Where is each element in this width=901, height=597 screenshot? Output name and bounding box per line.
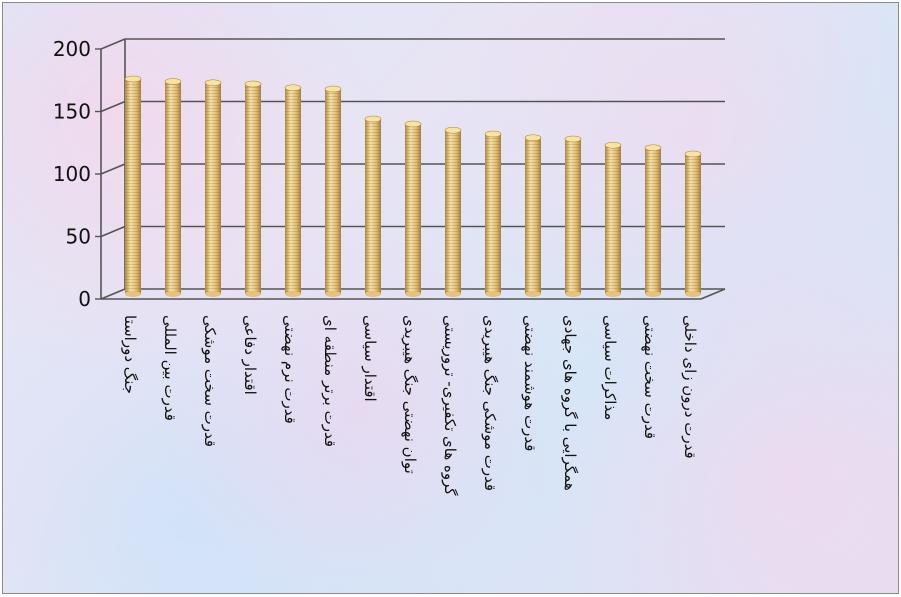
x-tick-label: جنگ دوراستا	[121, 315, 139, 394]
x-tick-label: قدرت درون زای داخلی	[681, 315, 699, 459]
y-axis: 0 50 100 150 200	[53, 37, 726, 311]
gridline-depth	[100, 225, 126, 238]
bar-top	[284, 84, 302, 92]
gridline-depth	[100, 38, 126, 50]
x-tick-label: مذاکرات سیاسی	[601, 315, 619, 420]
bars	[124, 75, 702, 297]
bar-texture	[165, 81, 181, 294]
bar-top	[324, 85, 342, 93]
gridline-depth	[100, 288, 126, 300]
bar-texture	[365, 119, 381, 294]
y-tick-label: 100	[53, 162, 91, 186]
bar-top	[484, 130, 502, 138]
bar	[684, 150, 702, 297]
bar-base	[605, 291, 621, 297]
bar-base	[285, 291, 301, 297]
bar	[604, 141, 622, 297]
x-tick-label: قدرت نرم نهضتی	[281, 315, 299, 424]
bar-texture	[245, 84, 261, 294]
bar	[124, 75, 142, 297]
bar-base	[325, 291, 341, 297]
bar-top	[164, 78, 182, 85]
x-tick-label: قدرت برتر منطقه ای	[321, 315, 339, 447]
bar-top	[604, 141, 622, 149]
x-tick-label: اقتدار سیاسی	[361, 315, 379, 402]
y-tick-label: 50	[66, 225, 91, 249]
x-tick-label: همگرایی با گروه های جهادی	[561, 315, 579, 491]
x-tick-label: قدرت سخت نهضتی	[641, 315, 659, 439]
bar	[324, 85, 342, 297]
category-labels: جنگ دوراستا قدرت بین المللی قدرت سخت موشکی…	[121, 315, 699, 496]
bar-top	[444, 126, 462, 134]
bar-base	[365, 291, 381, 297]
x-tick-label: گروه های تکفیری- تروریستی	[441, 315, 459, 496]
bar-texture	[125, 79, 141, 294]
bar	[244, 80, 262, 297]
x-tick-label: توان نهضتی جنگ هیبریدی	[401, 315, 419, 474]
bar-base	[245, 291, 261, 297]
y-tick-label: 150	[53, 100, 91, 124]
y-tick-label: 200	[53, 37, 91, 61]
bar	[284, 84, 302, 297]
y-tick-label: 0	[78, 287, 91, 311]
x-axis-depth	[700, 288, 726, 300]
bar-texture	[525, 137, 541, 294]
bar-top	[684, 150, 702, 158]
bar	[524, 134, 542, 297]
gridline-depth	[100, 100, 126, 113]
bar-top	[564, 135, 582, 143]
bar-base	[165, 291, 181, 297]
bar-top	[244, 80, 262, 88]
bar	[644, 144, 662, 297]
bar-texture	[565, 139, 581, 294]
bar-base	[565, 291, 581, 297]
bar-top	[524, 134, 542, 142]
bar-base	[205, 291, 221, 297]
bar-texture	[685, 154, 701, 294]
bar-texture	[605, 145, 621, 294]
bar-top	[364, 115, 382, 123]
bar	[204, 79, 222, 297]
bar-top	[644, 144, 662, 152]
bar-base	[485, 291, 501, 297]
bar-base	[525, 291, 541, 297]
bar	[364, 115, 382, 297]
bar	[164, 78, 182, 297]
bar-base	[405, 291, 421, 297]
bar-top	[404, 120, 422, 128]
bar-base	[445, 291, 461, 297]
bar-texture	[445, 130, 461, 294]
bar-texture	[645, 147, 661, 294]
x-tick-label: قدرت هوشمند نهضتی	[521, 315, 539, 451]
bar-top	[204, 79, 222, 87]
bar-texture	[405, 124, 421, 294]
x-tick-label: قدرت موشکی جنگ هیبریدی	[481, 315, 499, 491]
bar-base	[685, 291, 701, 297]
bar-texture	[325, 89, 341, 294]
bar	[484, 130, 502, 297]
bar-chart: 0 50 100 150 200 جنگ دوراستا قدرت بین المللی ق…	[53, 37, 726, 496]
x-tick-label: اقتدار دفاعی	[241, 315, 259, 395]
bar	[564, 135, 582, 297]
bar-texture	[485, 134, 501, 294]
gridline-depth	[100, 163, 126, 175]
bar-texture	[205, 82, 221, 294]
bar-base	[125, 291, 141, 297]
x-tick-label: قدرت سخت موشکی	[201, 315, 219, 447]
x-tick-label: قدرت بین المللی	[161, 315, 179, 421]
bar	[444, 126, 462, 297]
gridlines	[100, 38, 725, 300]
bar-texture	[285, 87, 301, 294]
bar	[404, 120, 422, 297]
bar-top	[124, 75, 142, 83]
bar-base	[645, 291, 661, 297]
